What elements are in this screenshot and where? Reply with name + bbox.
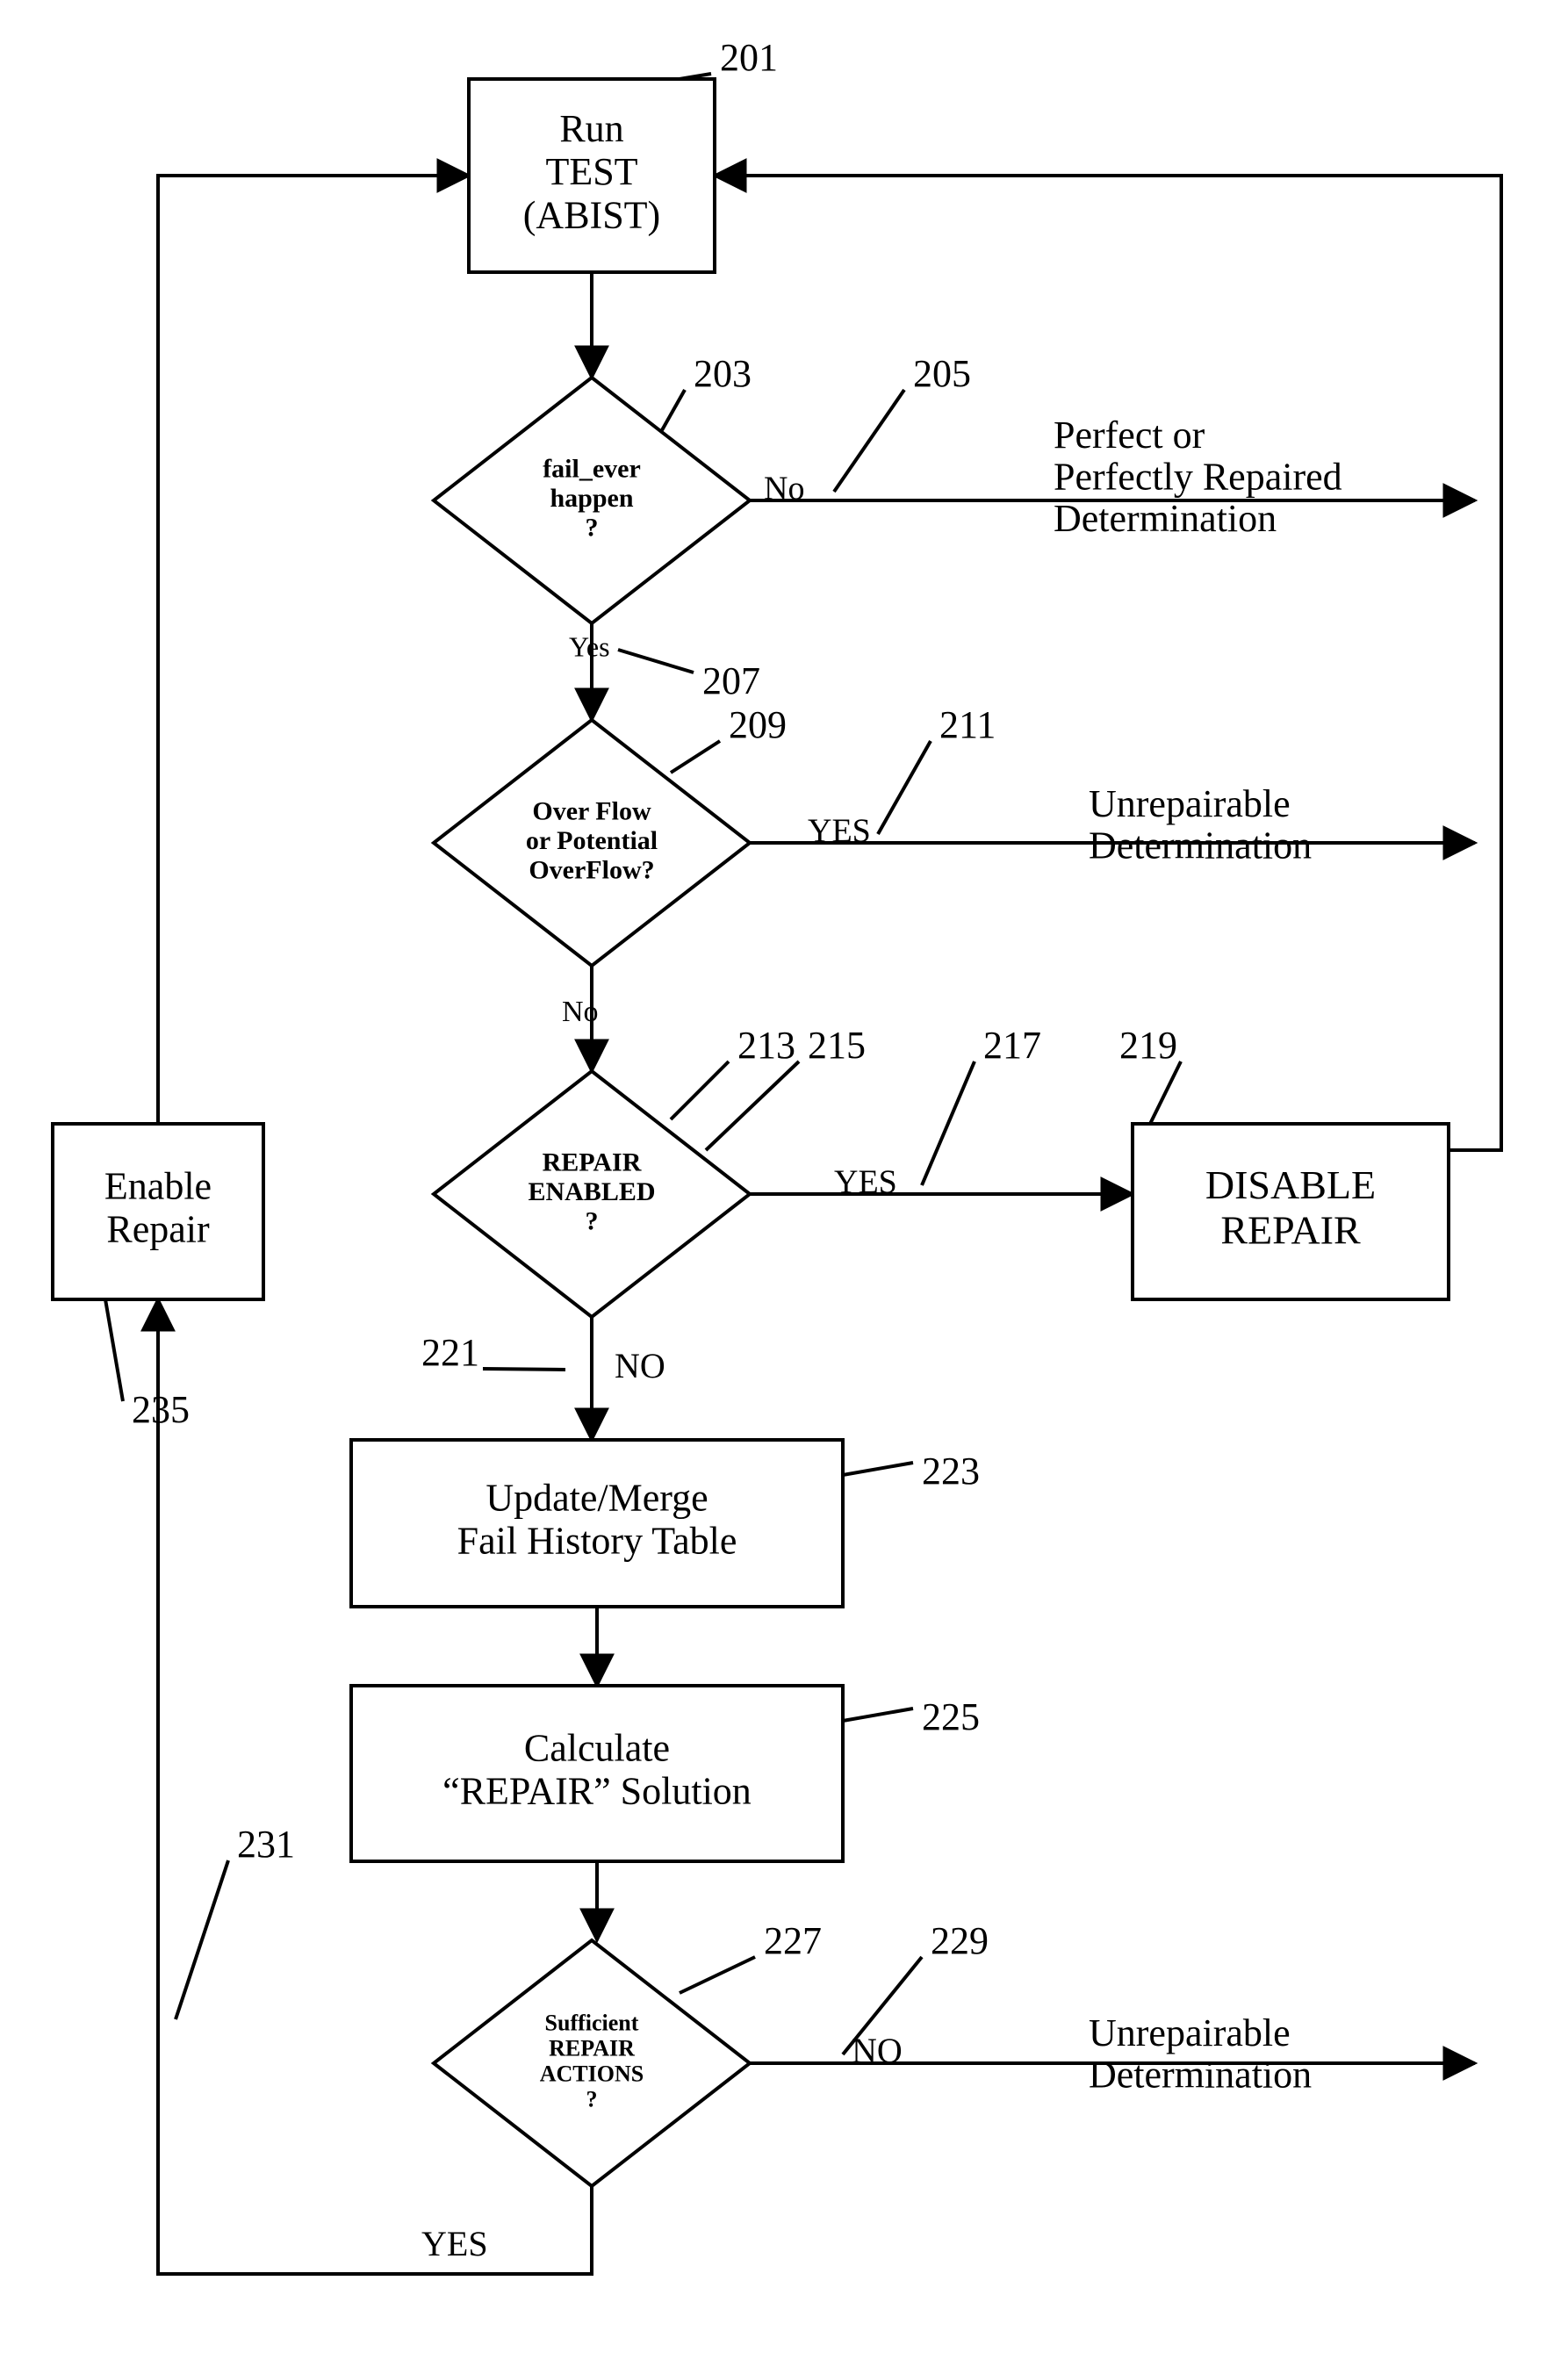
svg-text:ENABLED: ENABLED [528,1177,655,1206]
ref-231: 231 [176,1823,295,2019]
svg-text:DISABLE: DISABLE [1205,1162,1376,1207]
svg-text:Perfect or: Perfect or [1054,414,1205,457]
svg-text:Repair: Repair [106,1208,210,1251]
output-perfect: Perfect orPerfectly RepairedDeterminatio… [1054,414,1342,540]
svg-text:OverFlow?: OverFlow? [529,855,654,884]
node-enable_repair: EnableRepair [53,1124,263,1299]
ref-225: 225 [843,1695,980,1738]
svg-text:225: 225 [922,1695,980,1738]
ref-223: 223 [843,1450,980,1493]
svg-text:TEST: TEST [545,150,637,193]
svg-text:Update/Merge: Update/Merge [486,1476,708,1519]
svg-text:?: ? [586,2087,598,2112]
svg-text:207: 207 [702,659,760,702]
svg-text:223: 223 [922,1450,980,1493]
edge-label-re_yes: YES [834,1164,897,1201]
svg-text:203: 203 [694,352,752,395]
edge-label-re_no: NO [615,1346,665,1385]
svg-text:205: 205 [913,352,971,395]
ref-235: 235 [105,1299,190,1431]
svg-text:209: 209 [729,703,787,746]
svg-text:Run: Run [559,107,623,150]
node-fail_ever: fail_everhappen? [434,378,750,623]
svg-text:REPAIR: REPAIR [543,1148,642,1176]
svg-text:Sufficient: Sufficient [545,2010,639,2035]
svg-text:231: 231 [237,1823,295,1866]
svg-text:221: 221 [421,1331,479,1374]
svg-text:Over Flow: Over Flow [532,796,651,825]
svg-text:Unrepairable: Unrepairable [1089,782,1291,825]
svg-text:229: 229 [931,1919,989,1962]
ref-213: 213 [671,1024,795,1119]
svg-text:REPAIR: REPAIR [1220,1207,1361,1252]
svg-text:201: 201 [720,36,778,79]
edge-label-fail_yes: Yes [569,630,610,662]
svg-text:Unrepairable: Unrepairable [1089,2011,1291,2054]
svg-text:or Potential: or Potential [526,826,658,855]
edge [715,176,1501,1150]
ref-207: 207 [618,650,760,702]
svg-text:215: 215 [808,1024,866,1067]
svg-text:Determination: Determination [1054,497,1277,540]
svg-text:Enable: Enable [104,1164,212,1207]
svg-text:Calculate: Calculate [524,1726,670,1769]
svg-text:Determination: Determination [1089,2054,1312,2097]
output-unrepairable2: UnrepairableDetermination [1089,2011,1312,2097]
ref-211: 211 [878,703,996,834]
node-sufficient: SufficientREPAIRACTIONS? [434,1940,750,2186]
node-disable_repair: DISABLEREPAIR [1133,1124,1449,1299]
node-overflow: Over Flowor PotentialOverFlow? [434,720,750,966]
svg-text:Perfectly Repaired: Perfectly Repaired [1054,456,1342,499]
svg-text:219: 219 [1119,1024,1177,1067]
svg-text:happen: happen [550,484,633,513]
svg-text:“REPAIR” Solution: “REPAIR” Solution [442,1770,752,1813]
svg-text:?: ? [586,513,599,542]
svg-text:227: 227 [764,1919,822,1962]
svg-text:?: ? [586,1206,599,1235]
svg-text:ACTIONS: ACTIONS [540,2061,644,2087]
svg-text:217: 217 [983,1024,1041,1067]
svg-text:211: 211 [939,703,996,746]
node-repair_enabled: REPAIRENABLED? [434,1071,750,1317]
svg-text:Fail History Table: Fail History Table [457,1520,737,1563]
svg-text:235: 235 [132,1388,190,1431]
svg-text:fail_ever: fail_ever [543,454,641,483]
ref-227: 227 [680,1919,822,1993]
svg-text:(ABIST): (ABIST) [523,193,660,236]
edge [158,176,469,1124]
edge-label-suf_yes: YES [421,2224,488,2263]
ref-203: 203 [662,352,752,430]
edge-label-fail_no: No [764,471,804,507]
ref-205: 205 [834,352,971,492]
output-unrepairable1: UnrepairableDetermination [1089,782,1312,867]
node-update_merge: Update/MergeFail History Table [351,1440,843,1607]
ref-219: 219 [1119,1024,1181,1124]
edge-label-of_no: No [562,996,599,1028]
svg-text:REPAIR: REPAIR [549,2035,635,2061]
edge-label-of_yes: YES [808,813,871,850]
ref-217: 217 [922,1024,1041,1185]
node-calculate: Calculate“REPAIR” Solution [351,1686,843,1861]
ref-221: 221 [421,1331,565,1374]
node-run_test: RunTEST(ABIST) [469,79,715,272]
ref-201: 201 [680,36,778,79]
svg-text:213: 213 [737,1024,795,1067]
svg-text:Determination: Determination [1089,824,1312,867]
ref-209: 209 [671,703,787,773]
